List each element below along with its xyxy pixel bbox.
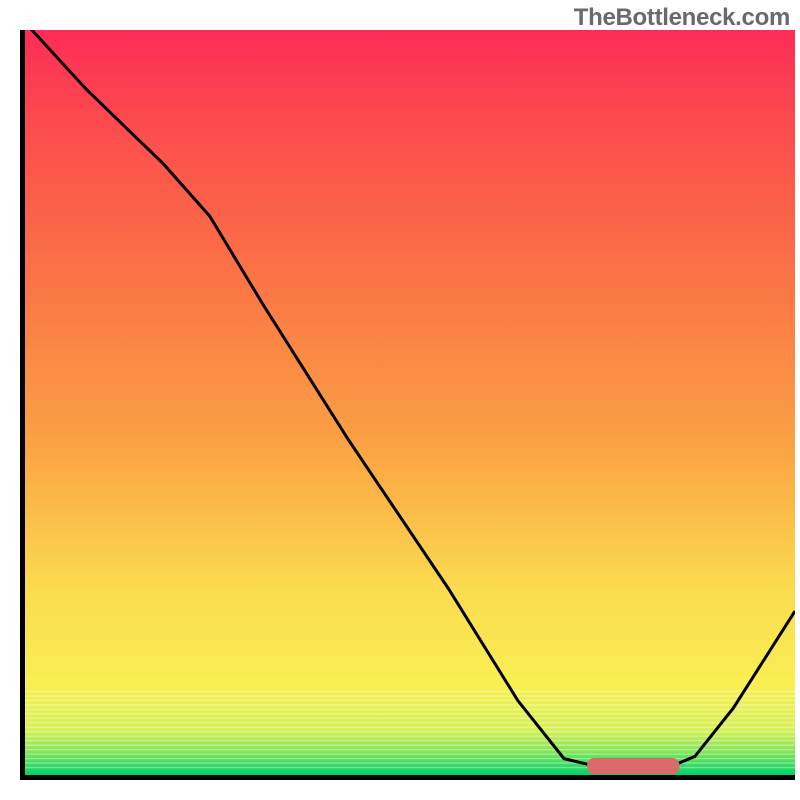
watermark-text: TheBottleneck.com bbox=[574, 4, 790, 32]
plot-svg bbox=[25, 30, 795, 775]
figure-frame: TheBottleneck.com bbox=[0, 0, 800, 800]
optimum-marker bbox=[587, 758, 679, 774]
plot-area bbox=[20, 30, 795, 780]
